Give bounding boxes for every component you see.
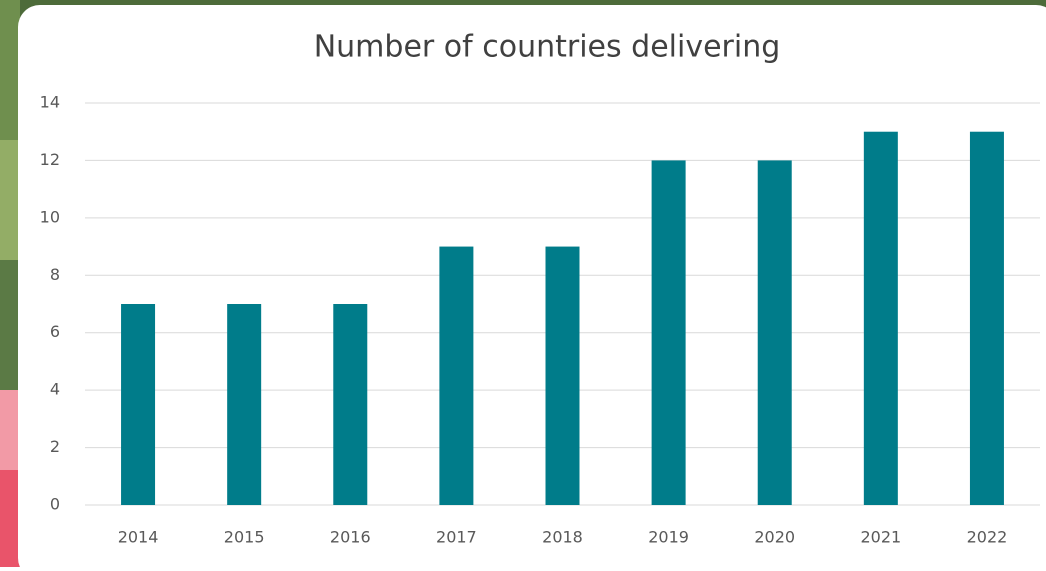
bar bbox=[439, 247, 473, 505]
x-tick-label: 2014 bbox=[118, 528, 159, 547]
bar bbox=[758, 160, 792, 505]
chart-title: Number of countries delivering bbox=[314, 30, 781, 65]
bar bbox=[864, 132, 898, 505]
x-tick-label: 2022 bbox=[967, 528, 1008, 547]
x-tick-label: 2021 bbox=[860, 528, 901, 547]
x-tick-label: 2015 bbox=[224, 528, 265, 547]
bar bbox=[970, 132, 1004, 505]
y-tick-label: 14 bbox=[40, 93, 60, 112]
x-tick-label: 2017 bbox=[436, 528, 477, 547]
y-tick-label: 10 bbox=[40, 207, 60, 226]
chart: Number of countries delivering 0 2 4 6 8 10 12… bbox=[0, 0, 1046, 567]
x-tick-label: 2020 bbox=[754, 528, 795, 547]
bar bbox=[546, 247, 580, 505]
bar bbox=[333, 304, 367, 505]
y-tick-label: 12 bbox=[40, 150, 60, 169]
x-tick-label: 2016 bbox=[330, 528, 371, 547]
bar bbox=[227, 304, 261, 505]
y-tick-label: 0 bbox=[50, 495, 60, 514]
x-tick-label: 2018 bbox=[542, 528, 583, 547]
bar bbox=[121, 304, 155, 505]
y-tick-label: 4 bbox=[50, 380, 60, 399]
y-tick-label: 2 bbox=[50, 437, 60, 456]
bar bbox=[652, 160, 686, 505]
y-tick-label: 8 bbox=[50, 265, 60, 284]
x-tick-label: 2019 bbox=[648, 528, 689, 547]
y-tick-label: 6 bbox=[50, 322, 60, 341]
